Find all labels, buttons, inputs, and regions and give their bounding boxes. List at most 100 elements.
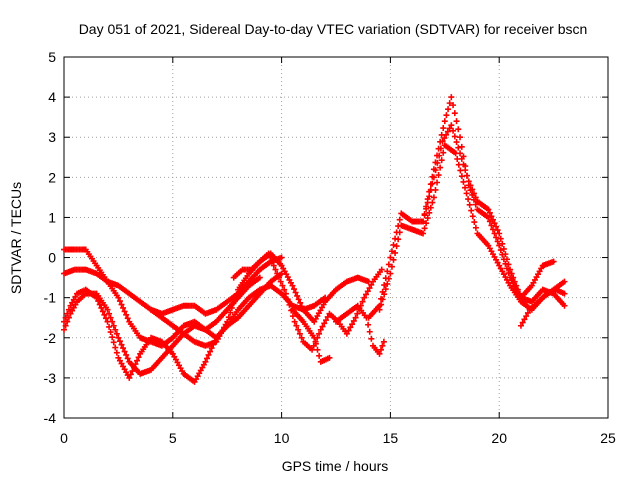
- data-point: [286, 301, 293, 308]
- y-tick-label: 3: [48, 129, 56, 145]
- data-point: [494, 227, 501, 234]
- data-point: [511, 278, 518, 285]
- data-point: [379, 342, 386, 349]
- x-tick-label: 0: [60, 430, 68, 446]
- data-point: [493, 223, 500, 230]
- data-point: [368, 281, 375, 288]
- x-tick-label: 25: [600, 430, 616, 446]
- data-point: [438, 157, 445, 164]
- data-point: [496, 242, 503, 249]
- data-point: [104, 306, 111, 313]
- data-point: [316, 352, 323, 359]
- data-point: [378, 266, 385, 273]
- data-point: [275, 274, 282, 281]
- data-point: [381, 291, 388, 298]
- data-point: [284, 296, 291, 303]
- data-point: [270, 262, 277, 269]
- data-point: [130, 364, 137, 371]
- data-point: [118, 301, 125, 308]
- data-point: [135, 354, 142, 361]
- data-point: [455, 126, 462, 133]
- series-sat-k: [420, 122, 568, 309]
- data-point: [458, 173, 465, 180]
- data-point: [120, 345, 127, 352]
- data-point: [118, 341, 125, 348]
- data-point: [289, 282, 296, 289]
- data-point: [106, 323, 113, 330]
- data-point: [272, 266, 279, 273]
- data-point: [521, 316, 528, 323]
- data-point: [298, 334, 305, 341]
- data-point: [466, 201, 473, 208]
- data-point: [384, 268, 391, 275]
- data-point: [61, 318, 67, 325]
- data-point: [107, 329, 114, 336]
- data-point: [295, 326, 302, 333]
- data-point: [72, 301, 79, 308]
- data-point: [359, 298, 366, 305]
- data-point: [70, 296, 77, 303]
- data-point: [65, 306, 72, 313]
- data-point: [443, 131, 450, 138]
- y-axis-label: SDTVAR / TECUs: [8, 182, 24, 294]
- data-point: [67, 302, 74, 309]
- data-point: [436, 152, 443, 159]
- data-point: [72, 293, 79, 300]
- data-point: [524, 309, 531, 316]
- data-point: [309, 346, 316, 353]
- data-point: [421, 212, 428, 219]
- data-point: [381, 282, 388, 289]
- data-point: [441, 135, 448, 142]
- data-point: [324, 313, 331, 320]
- data-point: [517, 322, 524, 329]
- data-point: [231, 295, 238, 302]
- data-point: [463, 172, 470, 179]
- x-tick-label: 10: [274, 430, 290, 446]
- data-point: [503, 256, 510, 263]
- data-point: [469, 213, 476, 220]
- data-point: [123, 351, 130, 358]
- data-point: [451, 110, 458, 117]
- data-point: [225, 314, 232, 321]
- data-point: [281, 286, 288, 293]
- data-point: [112, 326, 119, 333]
- data-point: [256, 274, 263, 281]
- data-point: [347, 324, 354, 331]
- data-point: [116, 338, 123, 345]
- data-point: [384, 280, 391, 287]
- data-point: [505, 261, 512, 268]
- axis-ticks: 0 5 10 15 20 25 -4 -3 -2 -1 0 1 2 3 4 5: [44, 49, 616, 446]
- data-point: [453, 118, 460, 125]
- data-point: [311, 334, 318, 341]
- data-point: [437, 145, 444, 152]
- data-point: [116, 298, 123, 305]
- data-point: [127, 371, 134, 378]
- series-sat-l: [517, 286, 568, 329]
- data-point: [385, 275, 392, 282]
- data-point: [69, 299, 76, 306]
- data-point: [451, 133, 458, 140]
- data-point: [462, 167, 469, 174]
- data-point: [446, 125, 453, 132]
- data-point: [296, 330, 303, 337]
- data-point: [368, 335, 375, 342]
- data-point: [497, 235, 504, 242]
- data-point: [462, 184, 469, 191]
- y-tick-label: -3: [44, 370, 57, 386]
- data-point: [292, 289, 299, 296]
- data-point: [343, 330, 350, 337]
- data-point: [228, 304, 235, 311]
- data-point: [426, 193, 433, 200]
- data-point: [430, 194, 437, 201]
- data-point: [314, 346, 321, 353]
- data-point: [439, 138, 446, 145]
- data-point: [427, 204, 434, 211]
- data-point: [365, 321, 372, 328]
- data-point: [115, 294, 122, 301]
- data-point: [376, 350, 383, 357]
- data-point: [440, 125, 447, 132]
- data-point: [203, 355, 210, 362]
- data-point: [468, 207, 475, 214]
- data-point: [61, 326, 67, 333]
- data-point: [463, 190, 470, 197]
